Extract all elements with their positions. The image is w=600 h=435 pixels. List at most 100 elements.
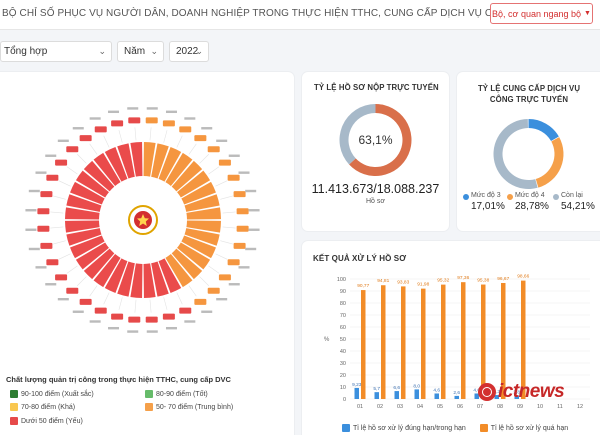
legend-value: 17,01% [471,201,505,212]
agency-score-tag [233,191,246,198]
ring-segment [104,147,128,182]
service-legend-item: Mức độ 3 17,01% [463,192,505,212]
legend-label: Mức độ 4 [515,192,545,199]
bar-on-time [474,393,479,399]
agency-score-tag [94,307,107,314]
y-tick-label: 0 [343,397,346,403]
leader-line [58,253,71,260]
chart-legend-item[interactable]: Tỉ lệ hồ sơ xử lý quá hạn [479,422,568,434]
leader-line [215,253,228,260]
agency-score-tag [55,159,68,166]
agency-label-placeholder [165,110,177,114]
submission-other-arc [339,104,376,165]
legend-label: Tỉ lệ hồ sơ xử lý đúng hạn/trong hạn [353,424,466,432]
ring-segment [93,254,121,288]
agency-label-placeholder [35,171,47,174]
bar-data-label: 5,7 [373,386,380,392]
governance-legend-title: Chất lượng quản trị công trong thực hiện… [6,375,231,384]
ring-segment [130,263,143,298]
leader-line [188,143,197,155]
agency-label-placeholder [184,320,196,323]
leader-line [220,195,233,200]
bar-overdue [381,285,386,399]
leader-line [134,127,137,141]
agency-score-tag [111,313,124,320]
governance-legend-item[interactable]: 50- 70 điểm (Trung bình) [145,403,233,411]
ring-segment [158,147,182,182]
agency-score-tag [111,120,124,127]
leader-line [188,285,197,297]
leader-line [66,265,78,274]
ring-segment [66,194,102,212]
agency-score-tag [40,191,53,198]
ring-segment [184,194,220,212]
agency-label-placeholder [245,189,257,193]
year-select[interactable]: 2022 ⌄ [169,41,209,62]
agency-score-tag [128,316,141,323]
period-select-value: Năm [124,46,146,57]
agency-label-placeholder [245,247,257,251]
governance-legend-item[interactable]: Dưới 50 điểm (Yếu) [10,417,83,425]
ring-segment [158,258,182,293]
bar-on-time [374,392,379,399]
leader-line [176,135,183,148]
service-segment [535,137,564,188]
agency-label-placeholder [57,297,69,301]
bar-data-label: 91,98 [417,282,429,288]
legend-value: 28,78% [515,201,549,212]
bar-on-time [434,393,439,399]
legend-dot [463,194,469,200]
agency-score-tag [37,225,50,232]
agency-score-tag [233,242,246,249]
online-submission-card: TỶ LỆ HỒ SƠ NỘP TRỰC TUYẾN 63,1% 11.413.… [302,72,449,231]
agency-label-placeholder [25,228,37,231]
leader-line [134,299,137,313]
governance-legend-item[interactable]: 90-100 điểm (Xuất sắc) [10,390,94,398]
leader-line [199,154,209,164]
governance-legend-item[interactable]: 70-80 điểm (Khá) [10,403,75,411]
bar-data-label: 3,3 [493,389,500,395]
bar-data-label: 98,66 [517,274,529,280]
x-tick-label: 11 [557,404,563,410]
leader-line [215,180,228,187]
agency-label-placeholder [45,154,57,157]
ring-segment [65,220,100,233]
ring-segment [83,160,115,192]
bar-on-time [514,395,519,399]
bar-on-time [494,395,499,399]
leader-line [50,226,64,229]
governance-legend-item[interactable]: 80-90 điểm (Tốt) [145,390,208,398]
bar-overdue [361,290,366,399]
period-select[interactable]: Năm ⌄ [117,41,164,62]
legend-swatch [10,417,18,425]
bar-on-time [414,389,419,399]
agency-label-placeholder [89,320,101,323]
x-tick-label: 09 [517,404,523,410]
scope-select[interactable]: Tổng hợp ⌄ [0,41,112,62]
leader-line [58,180,71,187]
bar-data-label: 4,6 [473,387,480,393]
agency-score-tag [66,287,79,294]
agency-label-placeholder [72,310,84,313]
ring-segment [65,207,100,220]
legend-swatch [145,390,153,398]
bar-data-label: 93,83 [397,279,409,285]
ring-segment [186,207,221,220]
ring-segments [65,142,221,298]
chart-legend-item[interactable]: Tỉ lệ hồ sơ xử lý đúng hạn/trong hạn [342,422,466,434]
leader-line [77,276,87,286]
agency-select[interactable]: Bộ, cơ quan ngang bộ ▼ [490,3,593,24]
x-tick-label: 06 [457,404,463,410]
agency-score-tag [55,274,68,281]
legend-label: 90-100 điểm (Xuất sắc) [21,390,94,398]
leader-line [163,130,168,143]
agency-score-tag [227,259,240,266]
y-tick-label: 40 [340,349,346,355]
agency-label-placeholder [216,139,228,143]
agency-label-placeholder [28,247,40,251]
governance-card: Chất lượng quản trị công trong thực hiện… [0,72,294,435]
bar-data-label: 2,8 [513,390,520,396]
ring-segment [143,263,156,298]
bar-overdue [481,284,486,399]
submission-ratio: 11.413.673/18.088.237 [311,182,440,196]
